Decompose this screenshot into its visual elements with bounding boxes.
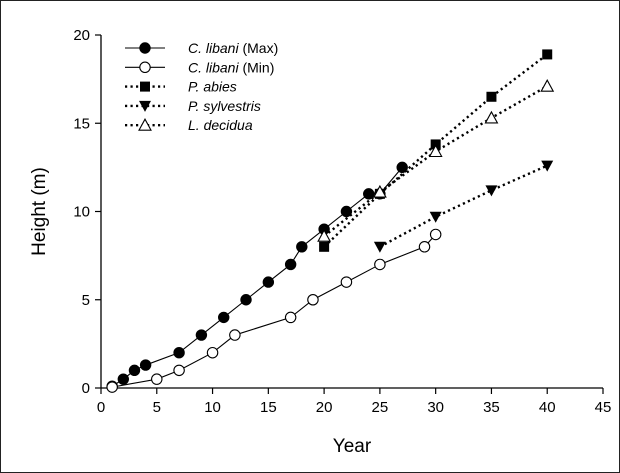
data-point: [373, 241, 386, 253]
x-tick-label: 45: [595, 399, 612, 416]
data-point: [484, 110, 499, 124]
data-point: [418, 241, 431, 253]
x-tick-label: 40: [539, 399, 556, 416]
data-point: [206, 346, 219, 359]
legend-marker: [139, 42, 151, 54]
legend-marker: [139, 61, 151, 74]
data-point: [540, 79, 555, 92]
y-tick-label: 20: [73, 27, 90, 44]
data-point: [139, 359, 152, 371]
data-point: [429, 211, 442, 223]
legend-marker: [139, 100, 151, 112]
y-tick-label: 10: [73, 204, 90, 221]
series-markers: [106, 49, 555, 393]
data-point: [296, 241, 308, 253]
data-point: [106, 381, 118, 393]
legend-label-italic: P. abies: [188, 79, 237, 95]
data-point: [340, 205, 353, 218]
data-point: [319, 241, 330, 252]
series-line-3: [379, 164, 548, 248]
y-tick-label: 15: [73, 115, 90, 132]
series-line-2: [323, 53, 548, 248]
x-tick-label: 35: [483, 399, 500, 416]
data-point: [240, 294, 252, 306]
axes: 0 5 10 15 20 25 30 35 40 45 0 5 10 15 20: [73, 27, 611, 416]
legend-label: P. sylvestris: [188, 98, 261, 114]
series-line-1: [112, 234, 437, 388]
data-point: [195, 329, 208, 341]
data-point: [486, 91, 497, 102]
legend-label-italic: C. libani: [188, 59, 239, 75]
y-tick-label: 5: [82, 292, 90, 309]
legend-label: C. libani (Max): [188, 40, 278, 56]
series-lines: [111, 53, 548, 388]
data-point: [284, 311, 297, 324]
data-point: [485, 185, 498, 197]
legend: C. libani (Max)C. libani (Min)P. abiesP.…: [125, 40, 278, 133]
x-tick-label: 15: [260, 399, 277, 416]
data-point: [284, 258, 297, 271]
legend-label-italic: L. decidua: [188, 117, 253, 133]
x-tick-label: 10: [204, 399, 221, 416]
legend-label-plain: (Max): [239, 40, 279, 56]
data-point: [340, 276, 353, 288]
legend-label-plain: (Min): [239, 59, 275, 75]
legend-label: C. libani (Min): [188, 59, 274, 75]
legend-label-italic: P. sylvestris: [188, 98, 261, 114]
legend-label-italic: C. libani: [188, 40, 239, 56]
data-point: [541, 160, 554, 172]
legend-label: P. abies: [188, 79, 237, 95]
data-point: [428, 144, 443, 158]
x-tick-label: 20: [316, 399, 333, 416]
x-axis-title: Year: [333, 436, 372, 457]
series-line-4: [323, 85, 548, 238]
data-point: [396, 161, 408, 174]
series-line-0: [111, 167, 403, 387]
legend-marker: [138, 118, 152, 131]
data-point: [317, 229, 332, 242]
x-tick-label: 5: [153, 399, 161, 416]
data-point: [374, 258, 386, 271]
legend-label: L. decidua: [188, 117, 253, 133]
data-point: [173, 364, 185, 377]
data-point: [218, 311, 230, 324]
data-point: [372, 184, 387, 198]
data-point: [429, 228, 442, 241]
data-point: [542, 49, 553, 60]
y-axis-title: Height (m): [29, 167, 50, 256]
legend-marker: [140, 81, 150, 92]
x-tick-label: 0: [97, 399, 105, 416]
data-point: [229, 329, 241, 341]
data-point: [262, 276, 275, 288]
data-point: [151, 373, 163, 385]
data-point: [117, 373, 130, 385]
x-tick-label: 30: [427, 399, 444, 416]
data-point: [128, 364, 141, 377]
x-tick-label: 25: [372, 399, 389, 416]
data-point: [307, 293, 319, 306]
data-point: [363, 188, 375, 200]
data-point: [173, 347, 185, 359]
y-tick-label: 0: [82, 380, 90, 397]
